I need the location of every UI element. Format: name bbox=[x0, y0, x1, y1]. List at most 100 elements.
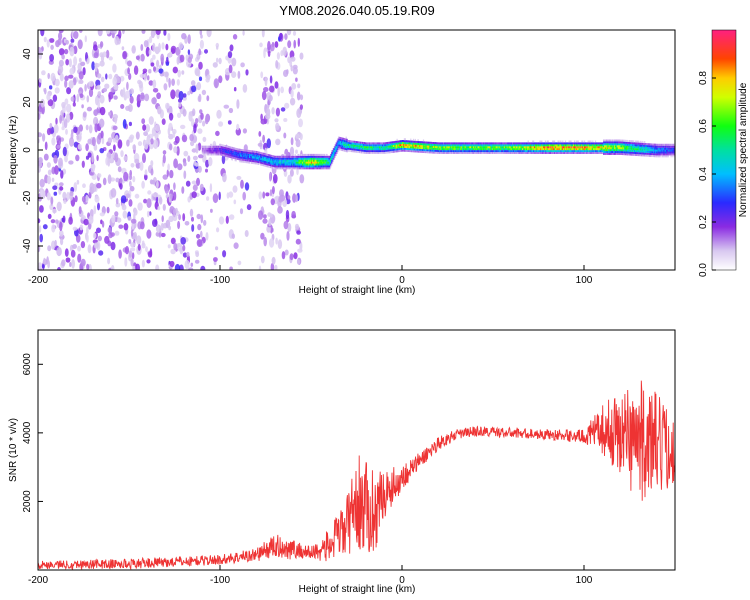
heatmap-cell bbox=[422, 150, 424, 153]
heatmap-cell bbox=[403, 143, 405, 146]
heatmap-cell bbox=[507, 150, 509, 153]
heatmap-cell bbox=[357, 149, 359, 151]
heatmap-cell bbox=[327, 155, 329, 158]
heatmap-cell bbox=[640, 142, 642, 145]
heatmap-cell bbox=[259, 159, 261, 162]
heatmap-cell bbox=[284, 157, 286, 160]
heatmap-cell bbox=[422, 141, 424, 144]
heatmap-cell bbox=[671, 153, 673, 156]
heatmap-cell bbox=[284, 159, 286, 162]
heatmap-cell bbox=[468, 146, 470, 149]
heatmap-cell bbox=[595, 146, 597, 149]
heatmap-cell bbox=[611, 149, 613, 152]
heatmap-cell bbox=[183, 150, 189, 157]
heatmap-cell bbox=[311, 167, 313, 170]
heatmap-cell bbox=[86, 263, 90, 270]
heatmap-cell bbox=[551, 144, 553, 147]
heatmap-cell bbox=[594, 150, 597, 153]
heatmap-cell bbox=[572, 144, 574, 147]
heatmap-cell bbox=[508, 148, 510, 151]
heatmap-cell bbox=[273, 155, 275, 158]
heatmap-cell bbox=[252, 160, 254, 163]
heatmap-cell bbox=[337, 140, 339, 143]
heatmap-cell bbox=[172, 66, 178, 74]
heatmap-cell bbox=[218, 145, 220, 148]
heatmap-cell bbox=[179, 264, 184, 270]
heatmap-cell bbox=[630, 153, 632, 156]
heatmap-cell bbox=[56, 201, 62, 212]
heatmap-cell bbox=[169, 193, 173, 200]
heatmap-cell bbox=[617, 151, 619, 153]
heatmap-cell bbox=[608, 152, 610, 155]
heatmap-cell bbox=[658, 155, 660, 158]
heatmap-cell bbox=[634, 142, 636, 145]
heatmap-cell bbox=[219, 145, 221, 148]
heatmap-cell bbox=[367, 146, 369, 149]
heatmap-cell bbox=[602, 152, 604, 154]
heatmap-cell bbox=[405, 146, 407, 148]
heatmap-cell bbox=[486, 146, 488, 149]
heatmap-cell bbox=[407, 148, 409, 150]
heatmap-cell bbox=[636, 142, 638, 145]
heatmap-cell bbox=[346, 148, 348, 151]
heatmap-cell bbox=[605, 141, 607, 144]
heatmap-cell bbox=[291, 165, 294, 168]
heatmap-cell bbox=[145, 124, 150, 133]
heatmap-cell bbox=[597, 152, 599, 154]
heatmap-cell bbox=[619, 151, 621, 153]
heatmap-cell bbox=[483, 148, 486, 151]
heatmap-cell bbox=[301, 161, 303, 164]
heatmap-cell bbox=[304, 155, 306, 158]
heatmap-cell bbox=[325, 153, 327, 156]
heatmap-cell bbox=[626, 139, 628, 142]
heatmap-cell bbox=[511, 150, 513, 153]
heatmap-cell bbox=[631, 140, 633, 143]
heatmap-cell bbox=[555, 148, 557, 151]
heatmap-cell bbox=[337, 138, 339, 141]
heatmap-cell bbox=[229, 146, 231, 149]
heatmap-cell bbox=[654, 147, 656, 150]
heatmap-cell bbox=[227, 51, 233, 59]
heatmap-cell bbox=[229, 153, 231, 156]
heatmap-cell bbox=[243, 160, 245, 163]
heatmap-cell bbox=[295, 159, 297, 162]
heatmap-cell bbox=[481, 146, 483, 149]
heatmap-cell bbox=[432, 147, 434, 150]
heatmap-cell bbox=[499, 152, 501, 154]
heatmap-cell bbox=[298, 167, 300, 170]
heatmap-cell bbox=[314, 159, 316, 162]
heatmap-cell bbox=[313, 163, 315, 166]
heatmap-cell bbox=[306, 161, 308, 164]
heatmap-cell bbox=[315, 159, 317, 162]
heatmap-cell bbox=[655, 143, 658, 146]
heatmap-cell bbox=[351, 144, 354, 147]
heatmap-cell bbox=[330, 161, 332, 164]
heatmap-cell bbox=[242, 151, 244, 154]
heatmap-cell bbox=[371, 146, 373, 149]
heatmap-cell bbox=[232, 185, 238, 193]
heatmap-cell bbox=[465, 152, 467, 154]
heatmap-cell bbox=[647, 147, 649, 150]
heatmap-cell bbox=[665, 155, 668, 158]
heatmap-cell bbox=[550, 146, 552, 149]
heatmap-cell bbox=[229, 44, 234, 52]
heatmap-cell bbox=[409, 140, 411, 143]
heatmap-cell bbox=[590, 144, 592, 147]
heatmap-cell bbox=[291, 83, 297, 90]
heatmap-cell bbox=[523, 144, 525, 147]
heatmap-cell bbox=[233, 153, 235, 156]
heatmap-cell bbox=[97, 202, 100, 211]
heatmap-cell bbox=[547, 140, 549, 143]
heatmap-cell bbox=[467, 148, 469, 151]
heatmap-cell bbox=[124, 257, 128, 267]
heatmap-cell bbox=[534, 150, 536, 153]
heatmap-cell bbox=[108, 73, 113, 80]
heatmap-cell bbox=[230, 156, 232, 159]
heatmap-cell bbox=[636, 150, 638, 153]
heatmap-cell bbox=[633, 142, 635, 145]
heatmap-cell bbox=[99, 212, 105, 217]
heatmap-cell bbox=[538, 152, 540, 154]
heatmap-cell bbox=[377, 144, 379, 147]
heatmap-cell bbox=[619, 139, 621, 142]
heatmap-cell bbox=[575, 150, 577, 153]
